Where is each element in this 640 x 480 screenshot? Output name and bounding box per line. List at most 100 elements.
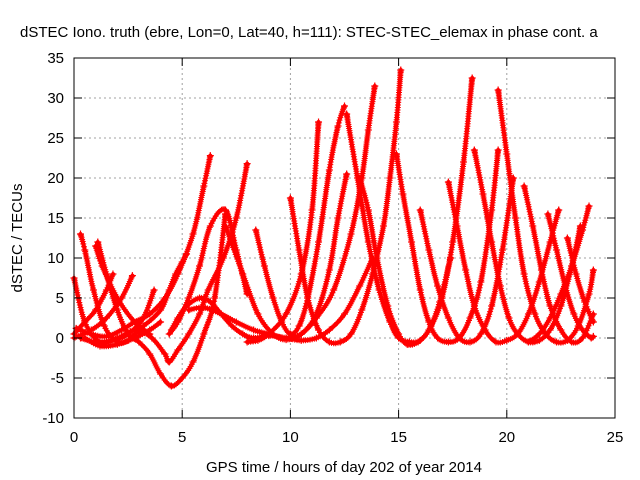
data-point xyxy=(579,226,587,234)
data-point xyxy=(102,286,110,294)
data-point xyxy=(466,338,474,346)
data-point xyxy=(243,338,251,346)
data-point xyxy=(157,370,165,378)
data-point xyxy=(174,346,182,354)
data-point xyxy=(416,206,424,214)
data-point xyxy=(553,338,561,346)
data-point xyxy=(196,294,204,302)
data-point xyxy=(414,338,422,346)
data-point xyxy=(568,262,576,270)
data-point xyxy=(243,160,251,168)
data-point xyxy=(206,298,214,306)
data-point xyxy=(113,294,121,302)
data-point xyxy=(92,306,100,314)
data-point xyxy=(297,336,305,344)
data-point xyxy=(200,304,208,312)
data-point xyxy=(535,336,543,344)
data-point xyxy=(434,334,442,342)
data-series-19 xyxy=(392,146,502,346)
data-point xyxy=(221,222,229,230)
data-point xyxy=(364,238,372,246)
data-point xyxy=(131,334,139,342)
data-point xyxy=(89,286,97,294)
data-point xyxy=(375,286,383,294)
data-point xyxy=(81,246,89,254)
data-point xyxy=(546,302,554,310)
data-point xyxy=(542,330,550,338)
data-point xyxy=(206,222,214,230)
data-point xyxy=(481,326,489,334)
data-point xyxy=(343,110,351,118)
data-point xyxy=(217,310,225,318)
data-point xyxy=(185,330,193,338)
data-point xyxy=(254,336,262,344)
data-point xyxy=(221,206,229,214)
y-axis-label: dSTEC / TECUs xyxy=(9,184,26,293)
data-point xyxy=(148,334,156,342)
data-point xyxy=(557,302,565,310)
data-point xyxy=(161,350,169,358)
data-point xyxy=(161,294,169,302)
data-point xyxy=(341,102,348,110)
plot-frame xyxy=(73,57,616,419)
data-point xyxy=(100,322,108,330)
y-tick-label: 30 xyxy=(47,90,64,107)
data-series-13 xyxy=(221,170,351,344)
data-point xyxy=(232,318,240,326)
data-series-21 xyxy=(444,178,563,346)
y-tick-label: -5 xyxy=(51,370,64,387)
data-layer xyxy=(70,66,597,390)
data-point xyxy=(189,358,197,366)
data-point xyxy=(585,290,593,298)
data-point xyxy=(325,338,333,346)
data-point xyxy=(157,306,165,314)
data-point xyxy=(444,314,452,322)
y-tick-label: -10 xyxy=(42,410,64,427)
data-point xyxy=(371,82,379,90)
data-series-15 xyxy=(243,118,323,346)
data-point xyxy=(87,326,95,334)
data-point xyxy=(494,86,502,94)
data-point xyxy=(239,330,247,338)
x-tick-label: 5 xyxy=(178,429,186,446)
data-point xyxy=(334,122,342,130)
x-tick-label: 10 xyxy=(282,429,299,446)
data-point xyxy=(589,266,597,274)
data-point xyxy=(537,266,545,274)
data-point xyxy=(157,318,165,326)
data-point xyxy=(392,150,400,158)
data-point xyxy=(444,178,452,186)
y-tick-label: 10 xyxy=(47,250,64,267)
y-tick-label: 25 xyxy=(47,130,64,147)
data-point xyxy=(535,330,543,338)
data-point xyxy=(286,330,294,338)
data-point xyxy=(341,310,348,318)
data-point xyxy=(196,310,204,318)
data-point xyxy=(260,262,268,270)
data-point xyxy=(425,246,433,254)
data-point xyxy=(524,310,532,318)
data-point xyxy=(572,270,580,278)
data-point xyxy=(304,294,312,302)
tick-layer: 0 5 10 15 20 25 -10 -5 0 5 10 15 20 25 30 35 xyxy=(42,50,623,446)
x-tick-label: 0 xyxy=(70,429,78,446)
y-tick-label: 0 xyxy=(56,330,64,347)
data-point xyxy=(364,206,372,214)
data-point xyxy=(392,118,400,126)
data-point xyxy=(265,330,273,338)
data-point xyxy=(297,330,305,338)
data-point xyxy=(295,322,303,330)
data-point xyxy=(334,214,342,222)
data-point xyxy=(269,294,277,302)
data-point xyxy=(364,126,372,134)
data-point xyxy=(488,206,496,214)
data-point xyxy=(286,194,294,202)
data-point xyxy=(124,330,132,338)
data-series-18 xyxy=(356,174,455,348)
data-point xyxy=(167,382,175,390)
data-point xyxy=(492,338,500,346)
data-point xyxy=(76,230,84,238)
data-point xyxy=(466,314,474,322)
data-point xyxy=(347,330,355,338)
